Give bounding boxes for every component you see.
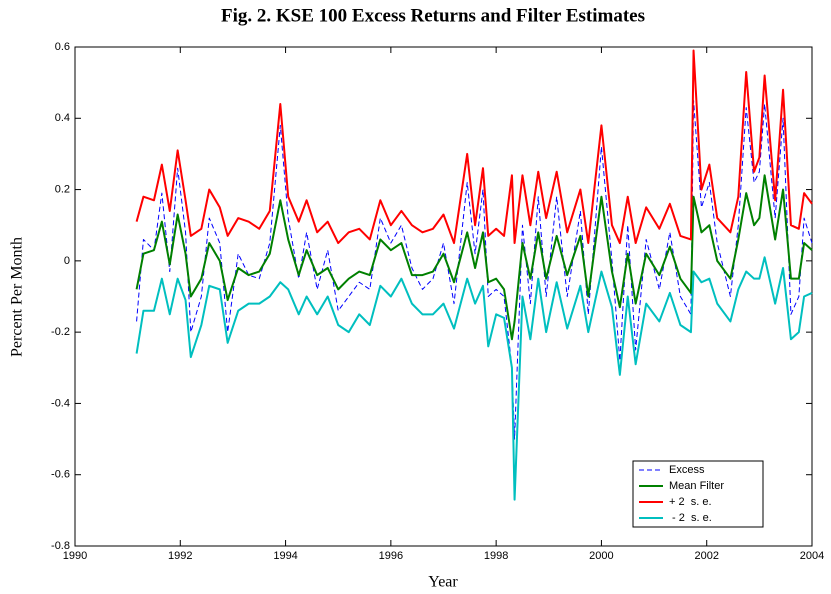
y-tick-label: -0.8 bbox=[51, 540, 70, 552]
y-tick-label: 0.4 bbox=[55, 112, 70, 124]
legend-label: - 2 s. e. bbox=[669, 512, 712, 524]
series-line bbox=[135, 174, 813, 341]
x-tick-label: 2002 bbox=[694, 550, 718, 562]
series-line bbox=[135, 49, 813, 245]
x-axis-label: Year bbox=[428, 574, 458, 591]
y-axis-label: Percent Per Month bbox=[9, 237, 26, 357]
y-tick-label: 0.2 bbox=[55, 183, 70, 195]
series-line bbox=[136, 99, 813, 440]
x-tick-label: 1996 bbox=[379, 550, 403, 562]
legend-label: Mean Filter bbox=[669, 480, 724, 492]
y-tick-label: 0.6 bbox=[55, 41, 70, 53]
y-tick-label: 0 bbox=[64, 255, 70, 267]
plot-frame bbox=[74, 46, 813, 547]
x-tick-label: 1994 bbox=[273, 550, 297, 562]
series-line bbox=[135, 256, 813, 501]
chart-title: Fig. 2. KSE 100 Excess Returns and Filte… bbox=[221, 5, 645, 26]
x-tick-label: 2000 bbox=[589, 550, 613, 562]
x-tick-label: 1992 bbox=[168, 550, 192, 562]
y-tick-label: -0.2 bbox=[51, 326, 70, 338]
x-tick-label: 2004 bbox=[800, 550, 824, 562]
x-tick-label: 1998 bbox=[484, 550, 508, 562]
y-tick-label: -0.6 bbox=[51, 469, 70, 481]
x-tick-label: 1990 bbox=[63, 550, 87, 562]
legend-label: + 2 s. e. bbox=[669, 496, 712, 508]
y-tick-label: -0.4 bbox=[51, 397, 70, 409]
legend-box bbox=[632, 460, 764, 528]
legend-label: Excess bbox=[669, 464, 705, 476]
